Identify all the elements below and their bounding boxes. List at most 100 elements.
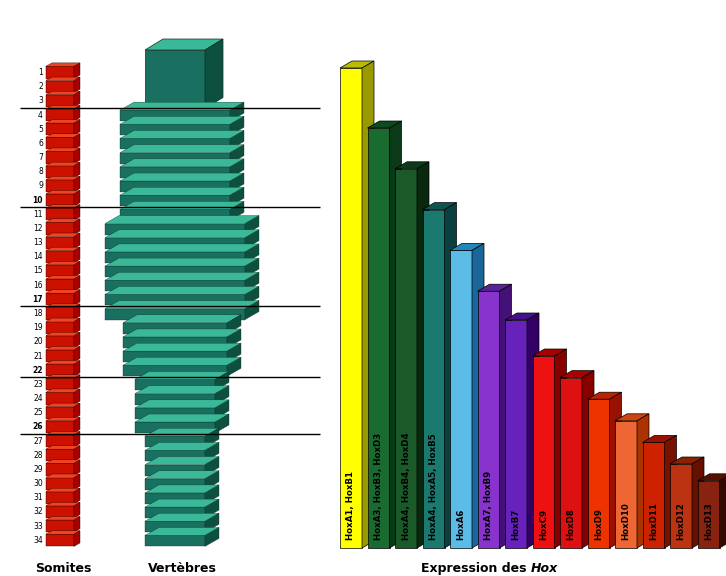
Polygon shape	[227, 329, 241, 348]
Polygon shape	[205, 485, 219, 504]
Polygon shape	[74, 120, 80, 135]
Text: 30: 30	[33, 479, 43, 488]
Polygon shape	[245, 301, 259, 320]
Polygon shape	[46, 336, 74, 348]
Text: 28: 28	[33, 451, 43, 460]
Polygon shape	[637, 414, 649, 548]
Polygon shape	[46, 293, 74, 305]
Polygon shape	[46, 123, 74, 135]
Polygon shape	[46, 77, 80, 81]
Text: 33: 33	[33, 522, 43, 530]
Polygon shape	[105, 258, 259, 266]
Polygon shape	[46, 162, 80, 166]
Polygon shape	[46, 474, 80, 478]
Polygon shape	[74, 176, 80, 192]
Text: 27: 27	[33, 437, 43, 446]
Polygon shape	[145, 513, 219, 521]
Polygon shape	[74, 530, 80, 547]
Polygon shape	[395, 169, 417, 548]
Text: 4: 4	[38, 111, 43, 120]
Polygon shape	[46, 262, 80, 265]
Polygon shape	[227, 343, 241, 362]
Polygon shape	[46, 463, 74, 476]
Polygon shape	[362, 61, 374, 548]
Text: 19: 19	[33, 323, 43, 332]
Text: 12: 12	[33, 224, 43, 233]
Polygon shape	[46, 222, 74, 234]
Polygon shape	[74, 417, 80, 433]
Polygon shape	[46, 375, 80, 378]
Polygon shape	[145, 499, 219, 507]
Text: HoxD9: HoxD9	[594, 508, 603, 540]
Polygon shape	[444, 203, 457, 548]
Polygon shape	[145, 507, 205, 518]
Polygon shape	[46, 332, 80, 336]
Polygon shape	[615, 421, 637, 548]
Polygon shape	[74, 517, 80, 532]
Polygon shape	[46, 364, 74, 376]
Text: HoxC9: HoxC9	[539, 509, 548, 540]
Polygon shape	[478, 284, 512, 291]
Polygon shape	[46, 421, 74, 433]
Polygon shape	[145, 450, 205, 461]
Polygon shape	[450, 251, 472, 548]
Polygon shape	[135, 422, 215, 433]
Text: HoxB7: HoxB7	[512, 509, 521, 540]
Polygon shape	[423, 203, 457, 210]
Polygon shape	[46, 233, 80, 237]
Polygon shape	[46, 180, 74, 192]
Polygon shape	[145, 528, 219, 536]
Polygon shape	[74, 275, 80, 291]
Polygon shape	[46, 534, 74, 547]
Polygon shape	[46, 431, 80, 435]
Polygon shape	[230, 102, 244, 121]
Polygon shape	[245, 244, 259, 263]
Polygon shape	[46, 148, 80, 151]
Polygon shape	[46, 275, 80, 279]
Polygon shape	[230, 173, 244, 192]
Polygon shape	[215, 400, 229, 419]
Polygon shape	[615, 414, 649, 421]
Text: 15: 15	[33, 267, 43, 275]
Polygon shape	[450, 244, 484, 251]
Polygon shape	[499, 284, 512, 548]
Text: 25: 25	[33, 408, 43, 417]
Polygon shape	[105, 294, 245, 305]
Polygon shape	[555, 349, 566, 548]
Polygon shape	[145, 39, 223, 50]
Polygon shape	[692, 457, 704, 548]
Polygon shape	[74, 162, 80, 178]
Polygon shape	[505, 320, 527, 548]
Polygon shape	[46, 492, 74, 504]
Text: HoxD10: HoxD10	[621, 502, 630, 540]
Polygon shape	[145, 428, 219, 436]
Polygon shape	[105, 238, 245, 249]
Polygon shape	[145, 436, 205, 447]
Polygon shape	[74, 488, 80, 504]
Polygon shape	[135, 372, 229, 380]
Polygon shape	[46, 279, 74, 291]
Polygon shape	[582, 370, 594, 548]
Polygon shape	[105, 281, 245, 291]
Text: 6: 6	[38, 139, 43, 148]
Polygon shape	[46, 63, 80, 66]
Polygon shape	[46, 265, 74, 277]
Text: HoxA4, HoxA5, HoxB5: HoxA4, HoxA5, HoxB5	[429, 433, 438, 540]
Polygon shape	[46, 478, 74, 490]
Polygon shape	[560, 370, 594, 378]
Text: 17: 17	[33, 295, 43, 304]
Text: 24: 24	[33, 394, 43, 403]
Polygon shape	[230, 145, 244, 164]
Polygon shape	[120, 181, 230, 192]
Polygon shape	[46, 237, 74, 249]
Text: Hox: Hox	[531, 562, 558, 575]
Text: HoxD8: HoxD8	[566, 508, 576, 540]
Text: 23: 23	[33, 380, 43, 389]
Polygon shape	[245, 230, 259, 249]
Polygon shape	[145, 521, 205, 532]
Polygon shape	[46, 91, 80, 94]
Text: 2: 2	[38, 82, 43, 91]
Polygon shape	[135, 393, 215, 405]
Polygon shape	[46, 204, 80, 208]
Polygon shape	[120, 145, 244, 153]
